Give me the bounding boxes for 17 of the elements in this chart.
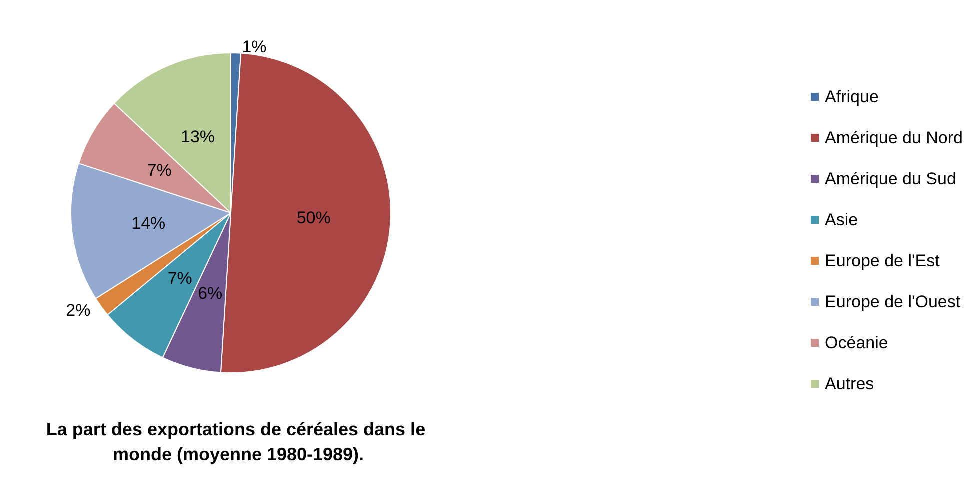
data-label: 1% [242, 38, 267, 57]
data-label: 50% [296, 208, 331, 228]
data-label: 7% [168, 269, 192, 288]
legend-label: Asie [825, 210, 858, 230]
legend-label: Amérique du Nord [825, 128, 964, 148]
legend-label: Autres [825, 374, 874, 394]
legend-label: Océanie [825, 334, 888, 352]
data-label: 2% [66, 301, 91, 320]
data-label: 7% [147, 161, 172, 180]
legend-label: Europe de l'Est [825, 252, 940, 270]
data-label: 6% [198, 284, 223, 303]
data-label: 13% [181, 127, 216, 146]
data-label: 14% [132, 214, 166, 233]
text: La part des exportations de céréales dans le monde (moyenne 1980-1989). [46, 420, 426, 464]
legend-label: Europe de l'Ouest [825, 292, 961, 312]
legend-label: Afrique [825, 88, 879, 106]
legend-label: Amérique du Sud [825, 170, 956, 188]
